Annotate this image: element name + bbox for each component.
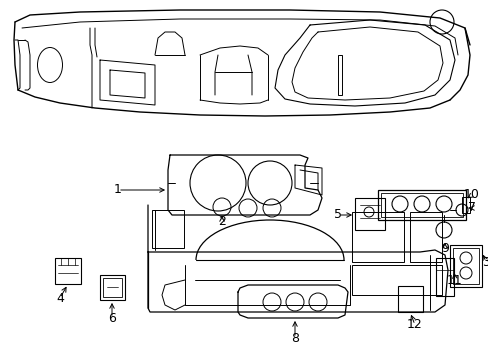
Text: 6: 6 xyxy=(108,311,116,324)
Text: 11: 11 xyxy=(446,274,462,287)
Text: 7: 7 xyxy=(467,202,475,215)
Text: 2: 2 xyxy=(218,216,225,229)
Text: 5: 5 xyxy=(333,208,341,221)
Text: 4: 4 xyxy=(56,292,64,305)
Text: 3: 3 xyxy=(481,256,488,269)
Text: 1: 1 xyxy=(114,184,122,197)
Text: 10: 10 xyxy=(463,189,479,202)
Text: 9: 9 xyxy=(440,242,448,255)
Text: 8: 8 xyxy=(290,332,298,345)
Text: 12: 12 xyxy=(407,319,422,332)
